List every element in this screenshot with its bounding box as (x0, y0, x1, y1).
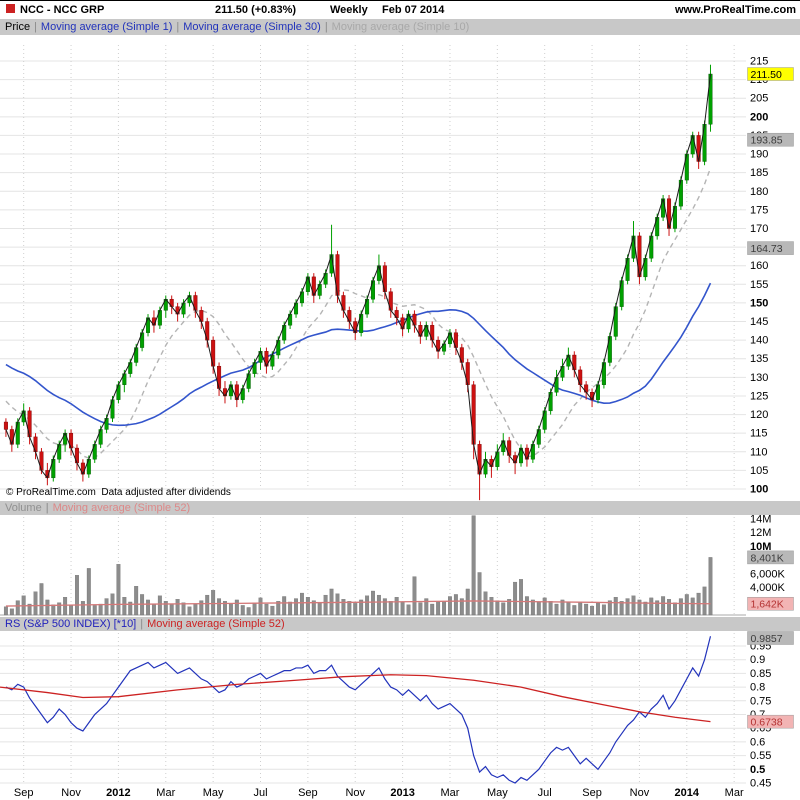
svg-text:193.85: 193.85 (751, 135, 783, 147)
rs-chart-canvas[interactable]: 0.950.90.850.80.750.70.650.60.550.50.450… (0, 631, 800, 787)
svg-text:145: 145 (750, 316, 768, 328)
legend-separator: | (34, 21, 37, 33)
rs-legend-bar: RS (S&P 500 INDEX) [*10] | Moving average … (0, 617, 800, 631)
svg-text:0.9: 0.9 (750, 654, 765, 666)
svg-text:105: 105 (750, 465, 768, 477)
price-panel: 100 105 110 115 120 125 130 135 140 145 150 155 160 1… (0, 35, 800, 501)
price-legend-bar: Price | Moving average (Simple 1) | Moving a… (0, 19, 800, 35)
svg-text:115: 115 (750, 428, 768, 440)
price-legend-item[interactable]: Moving average (Simple 1) (40, 21, 173, 33)
volume-legend-item[interactable]: Moving average (Simple 52) (52, 502, 191, 514)
svg-text:0.75: 0.75 (750, 695, 771, 707)
volume-legend-item[interactable]: Volume (5, 502, 42, 514)
legend-separator: | (324, 21, 328, 33)
price-chart-canvas[interactable]: 100 105 110 115 120 125 130 135 140 145 150 155 160 1… (0, 35, 800, 501)
time-axis-label: 2014 (674, 787, 700, 799)
price-legend-item[interactable]: Price (5, 21, 31, 33)
svg-text:150: 150 (750, 297, 768, 309)
svg-text:164.73: 164.73 (751, 243, 783, 255)
svg-text:160: 160 (750, 260, 768, 272)
svg-text:185: 185 (750, 167, 768, 179)
svg-text:12M: 12M (750, 527, 771, 539)
svg-text:170: 170 (750, 223, 768, 235)
time-axis-label: 2013 (390, 787, 415, 799)
svg-text:215: 215 (750, 56, 768, 68)
svg-text:100: 100 (750, 484, 768, 496)
price-legend-item[interactable]: Moving average (Simple 30) (183, 21, 321, 33)
last-price-change: 211.50 (+0.83%) (215, 4, 297, 16)
copyright-note: © ProRealTime.com Data adjusted after di… (6, 487, 231, 498)
axis-value-badge (747, 132, 794, 147)
axis-value-badge (747, 631, 794, 645)
svg-text:0.5: 0.5 (750, 764, 765, 776)
rs-panel: 0.950.90.850.80.750.70.650.60.550.50.450… (0, 631, 800, 787)
price-legend-item[interactable]: Moving average (Simple 10) (331, 21, 470, 33)
svg-text:135: 135 (750, 353, 768, 365)
date-label: Feb 07 2014 (382, 4, 445, 16)
instrument-color-icon (6, 4, 15, 13)
volume-panel: 14M 12M 10M 6,000K 4,000K 8,401K 1,642K (0, 515, 800, 617)
time-axis-label: Sep (13, 787, 34, 799)
svg-text:155: 155 (750, 279, 768, 291)
svg-text:125: 125 (750, 390, 768, 402)
svg-text:0.45: 0.45 (750, 778, 771, 788)
time-axis-label: Sep (582, 787, 602, 799)
svg-text:0.85: 0.85 (750, 668, 771, 680)
axis-value-badge (747, 714, 794, 729)
svg-text:110: 110 (750, 446, 768, 458)
legend-separator: | (176, 21, 180, 33)
svg-text:0.8: 0.8 (750, 682, 765, 694)
instrument-name: NCC - NCC GRP (20, 4, 105, 16)
svg-text:205: 205 (750, 93, 768, 105)
axis-value-badge (747, 67, 794, 81)
time-axis-label: 2012 (106, 787, 131, 799)
svg-text:211.50: 211.50 (751, 69, 782, 81)
time-axis-label: Jul (537, 787, 552, 799)
chart-header: NCC - NCC GRP 211.50 (+0.83%) Weekly Feb… (0, 2, 800, 19)
rs-legend-item[interactable]: RS (S&P 500 INDEX) [*10] (5, 618, 137, 630)
volume-legend-bar: Volume | Moving average (Simple 52) (0, 501, 800, 515)
time-axis-label: Sep (298, 787, 318, 799)
svg-text:0.9857: 0.9857 (751, 633, 783, 645)
time-axis-label: Nov (345, 787, 366, 799)
time-axis-label: Nov (629, 787, 650, 799)
svg-text:200: 200 (750, 111, 768, 123)
website-link[interactable]: www.ProRealTime.com (674, 4, 796, 16)
svg-text:14M: 14M (750, 515, 771, 526)
svg-text:140: 140 (750, 335, 768, 347)
svg-text:175: 175 (750, 204, 768, 216)
svg-text:0.6738: 0.6738 (751, 717, 783, 729)
svg-text:0.55: 0.55 (750, 750, 771, 762)
rs-legend-item[interactable]: Moving average (Simple 52) (147, 618, 285, 630)
axis-value-badge (747, 550, 794, 565)
svg-text:6,000K: 6,000K (750, 568, 786, 580)
time-axis-label: Nov (61, 787, 81, 799)
time-axis-label: Jul (253, 787, 268, 799)
svg-text:0.6: 0.6 (750, 736, 765, 748)
axis-value-badge (747, 596, 794, 611)
timeframe-label: Weekly (330, 4, 368, 16)
svg-text:4,000K: 4,000K (750, 582, 786, 594)
time-axis-label: May (202, 787, 224, 799)
time-axis[interactable]: Sep Nov 2012 Mar May Jul Sep Nov 2013 Mar May Jul Se… (0, 787, 800, 800)
svg-text:10M: 10M (750, 541, 771, 553)
svg-text:180: 180 (750, 186, 768, 198)
svg-text:130: 130 (750, 372, 768, 384)
svg-text:120: 120 (750, 409, 768, 421)
time-axis-label: May (486, 787, 508, 799)
svg-text:8,401K: 8,401K (751, 552, 784, 564)
time-axis-label: Mar (440, 787, 460, 799)
legend-separator: | (140, 618, 144, 630)
legend-separator: | (45, 502, 49, 514)
svg-text:190: 190 (750, 149, 768, 161)
svg-text:1,642K: 1,642K (751, 599, 784, 611)
axis-value-badge (747, 241, 794, 255)
time-axis-label: Mar (724, 787, 744, 799)
time-axis-label: Mar (156, 787, 176, 799)
